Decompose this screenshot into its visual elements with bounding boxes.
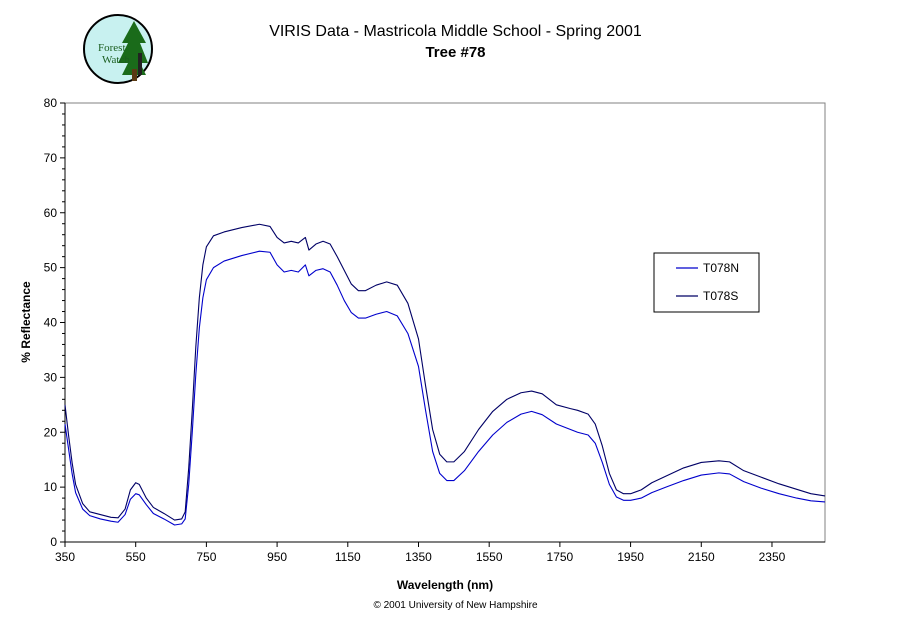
x-tick-label: 2150 bbox=[688, 550, 715, 564]
x-tick-label: 950 bbox=[267, 550, 287, 564]
logo-text-watch: Watch bbox=[102, 54, 130, 66]
y-axis-title: % Reflectance bbox=[19, 281, 33, 363]
legend-label-t078n: T078N bbox=[703, 261, 739, 275]
legend-label-t078s: T078S bbox=[703, 289, 738, 303]
x-tick-label: 1750 bbox=[547, 550, 574, 564]
x-tick-label: 2350 bbox=[759, 550, 786, 564]
y-tick-label: 50 bbox=[44, 261, 58, 275]
chart-title: VIRIS Data - Mastricola Middle School - … bbox=[269, 23, 642, 40]
forest-watch-logo: Forest Watch bbox=[83, 14, 153, 84]
legend-box bbox=[653, 252, 760, 313]
logo-text-forest: Forest bbox=[98, 42, 126, 54]
y-tick-label: 80 bbox=[44, 96, 58, 110]
logo-figure-icon bbox=[138, 53, 142, 75]
x-axis-title: Wavelength (nm) bbox=[397, 578, 493, 592]
logo-trunk-icon bbox=[132, 69, 137, 81]
series-line-t078s bbox=[64, 223, 826, 521]
y-tick-label: 30 bbox=[44, 370, 58, 384]
x-tick-label: 550 bbox=[126, 550, 146, 564]
y-tick-label: 60 bbox=[44, 206, 58, 220]
y-tick-label: 70 bbox=[44, 151, 58, 165]
x-axis-ticks: 350 550 750 950 1150 1350 1550 1750 1950 2150 2350 bbox=[55, 542, 786, 564]
x-tick-label: 1550 bbox=[476, 550, 503, 564]
x-tick-label: 750 bbox=[196, 550, 216, 564]
y-tick-label: 10 bbox=[44, 480, 58, 494]
series-lines bbox=[64, 223, 826, 526]
y-tick-label: 0 bbox=[50, 535, 57, 549]
y-tick-label: 20 bbox=[44, 425, 58, 439]
plot-area bbox=[64, 102, 826, 543]
x-tick-label: 1150 bbox=[335, 550, 361, 564]
copyright-notice: © 2001 University of New Hampshire bbox=[373, 600, 538, 611]
x-tick-label: 1350 bbox=[405, 550, 432, 564]
y-tick-label: 40 bbox=[44, 316, 58, 330]
y-axis-ticks: 0 10 20 30 40 50 60 70 80 bbox=[44, 96, 65, 549]
legend: T078N T078S bbox=[653, 252, 760, 313]
x-tick-label: 1950 bbox=[617, 550, 644, 564]
chart-subtitle: Tree #78 bbox=[425, 44, 486, 61]
series-line-t078n bbox=[64, 250, 826, 526]
x-tick-label: 350 bbox=[55, 550, 75, 564]
